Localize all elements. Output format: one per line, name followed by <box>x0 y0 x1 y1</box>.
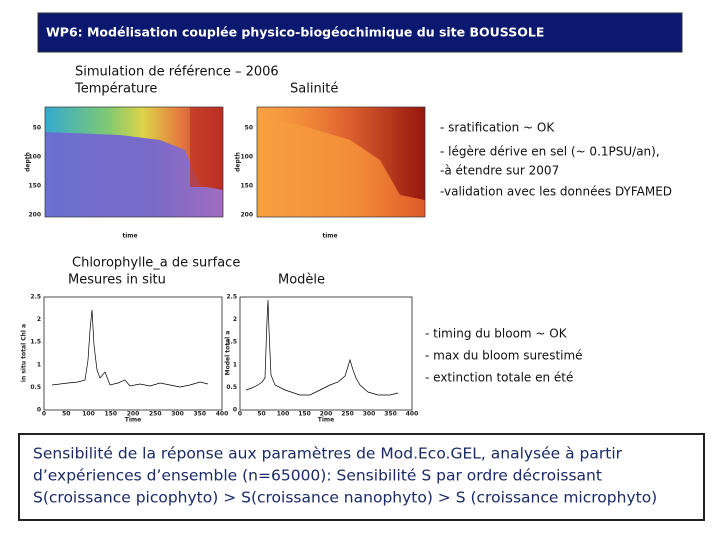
tick-label: 50 <box>245 125 253 132</box>
tick-label: 100 <box>240 154 253 161</box>
tick-label: 1 <box>233 361 237 368</box>
axis-label: Model total a <box>225 331 232 376</box>
temperature-map <box>44 106 224 218</box>
axis-label: Time <box>318 417 334 424</box>
note: - max du bloom surestimé <box>425 349 583 363</box>
tick-label: 150 <box>28 183 41 190</box>
panel-label: Salinité <box>290 82 338 97</box>
tick-label: 0 <box>233 407 237 414</box>
tick-label: 350 <box>384 411 397 418</box>
tick-label: 0 <box>42 411 46 418</box>
tick-label: 200 <box>240 212 253 219</box>
note: - extinction totale en été <box>425 371 573 385</box>
tick-label: 0 <box>238 411 242 418</box>
tick-label: 2.5 <box>226 294 237 301</box>
title: WP6: Modélisation couplée physico-biogéo… <box>46 25 544 40</box>
tick-label: 1 <box>37 361 41 368</box>
note: - timing du bloom ~ OK <box>425 327 568 341</box>
tick-label: 100 <box>277 411 290 418</box>
chart-in-situ <box>43 296 223 411</box>
tick-label: 150 <box>104 411 117 418</box>
axis-label: Time <box>125 417 141 424</box>
panel-label: Modèle <box>278 273 325 288</box>
chart-model <box>239 296 413 411</box>
tick-label: 0.5 <box>30 384 41 391</box>
tick-label: 250 <box>341 411 354 418</box>
tick-label: 200 <box>127 411 140 418</box>
tick-label: 400 <box>216 411 229 418</box>
axis-label: time <box>122 233 137 240</box>
summary-line: Sensibilité de la réponse aux paramètres… <box>33 445 623 463</box>
tick-label: 300 <box>363 411 376 418</box>
tick-label: 2 <box>233 316 237 323</box>
summary-box <box>18 433 705 521</box>
tick-label: 400 <box>406 411 419 418</box>
tick-label: 1.5 <box>226 339 237 346</box>
tick-label: 2 <box>37 316 41 323</box>
tick-label: 2.5 <box>30 294 41 301</box>
tick-label: 0 <box>37 407 41 414</box>
tick-label: 150 <box>240 183 253 190</box>
axis-label: in situ total Chl a <box>21 324 28 382</box>
tick-label: 250 <box>149 411 162 418</box>
summary-line: S(croissance picophyto) > S(croissance n… <box>33 489 657 507</box>
note: -validation avec les données DYFAMED <box>440 185 672 199</box>
section-title: Chlorophylle_a de surface <box>72 256 240 271</box>
tick-label: 300 <box>171 411 184 418</box>
tick-label: 350 <box>193 411 206 418</box>
tick-label: 50 <box>62 411 70 418</box>
axis-label: time <box>322 233 337 240</box>
panel-label: Mesures in situ <box>68 273 166 288</box>
tick-label: 0.5 <box>226 384 237 391</box>
axis-label: depth <box>235 152 242 172</box>
tick-label: 200 <box>28 212 41 219</box>
panel-label: Température <box>74 82 157 97</box>
note: - sratification ~ OK <box>440 121 555 135</box>
tick-label: 1.5 <box>30 339 41 346</box>
tick-label: 200 <box>320 411 333 418</box>
note: -à étendre sur 2007 <box>440 164 559 178</box>
tick-label: 50 <box>257 411 265 418</box>
section-title: Simulation de référence – 2006 <box>75 65 279 80</box>
tick-label: 150 <box>298 411 311 418</box>
tick-label: 100 <box>82 411 95 418</box>
tick-label: 50 <box>33 125 41 132</box>
axis-label: depth <box>25 152 32 172</box>
summary-line: d’expériences d’ensemble (n=65000): Sens… <box>33 467 602 485</box>
salinity-map <box>256 106 426 218</box>
note: - légère dérive en sel (~ 0.1PSU/an), <box>440 145 660 159</box>
tick-label: 100 <box>28 154 41 161</box>
title-bar <box>37 12 683 53</box>
